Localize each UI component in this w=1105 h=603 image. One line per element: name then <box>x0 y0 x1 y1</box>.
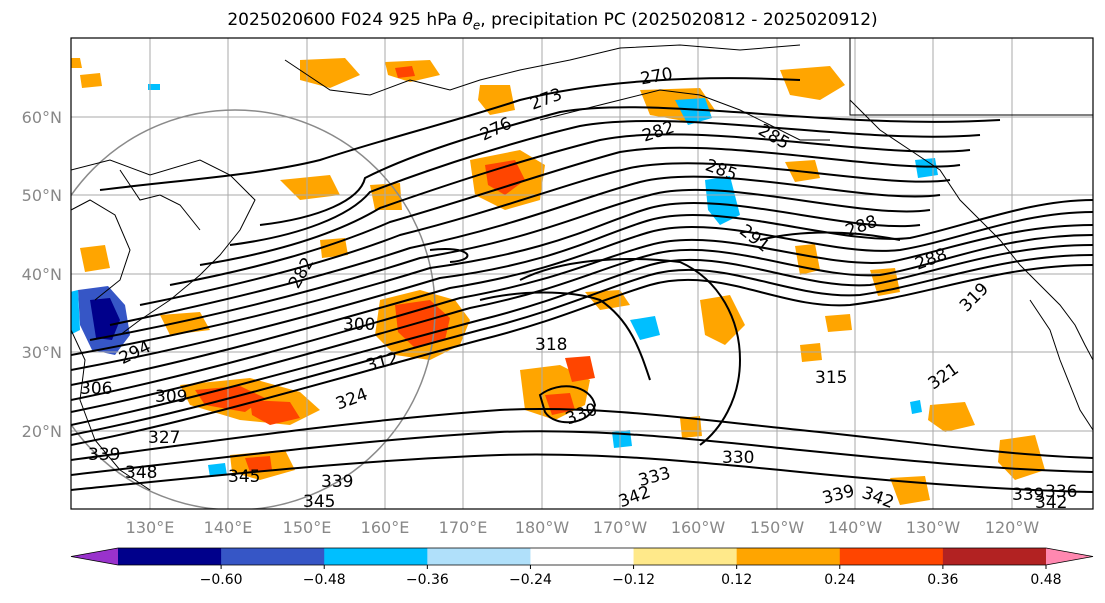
contour-label: 339 <box>1012 485 1044 505</box>
lat-label: 40°N <box>22 265 62 284</box>
colorbar-segment <box>839 548 944 565</box>
lat-label: 60°N <box>22 108 62 127</box>
lon-tick-labels: 130°E 140°E 150°E 160°E 170°E 180°W 170°… <box>126 518 1040 537</box>
lat-label: 50°N <box>22 186 62 205</box>
colorbar-segment <box>427 548 531 565</box>
colorbar-outline <box>70 547 1094 566</box>
graticule <box>71 38 1093 509</box>
contour-label: 348 <box>125 463 157 483</box>
contour-label: 339 <box>88 445 120 465</box>
lat-tick-labels: 20°N 30°N 40°N 50°N 60°N <box>22 108 62 441</box>
contour-label: 300 <box>343 315 375 335</box>
colorbar-tick-label: 0.12 <box>721 572 752 588</box>
colorbar-segment <box>324 548 428 565</box>
colorbar-tick-label: −0.12 <box>612 572 655 588</box>
colorbar-tick-label: 0.36 <box>927 572 958 588</box>
contour-label: 339 <box>321 472 353 492</box>
contour-label: 327 <box>148 428 180 448</box>
colorbar-extend-min <box>71 548 118 565</box>
colorbar-tick-label: −0.24 <box>509 572 552 588</box>
colorbar-extend-max <box>1046 548 1093 565</box>
contour-label: 315 <box>815 368 847 388</box>
colorbar-tick-label: −0.60 <box>200 572 243 588</box>
colorbar-segment <box>221 548 325 565</box>
lon-label: 150°W <box>750 518 805 537</box>
range-circle <box>71 109 436 509</box>
map-plot-area: 270 273 276 282 285 285 288 288 291 282 … <box>71 38 1093 513</box>
precip-shading <box>71 58 1045 505</box>
colorbar-segment <box>633 548 738 565</box>
colorbar-segment <box>118 548 222 565</box>
lon-label: 160°E <box>361 518 410 537</box>
lon-label: 170°W <box>593 518 648 537</box>
contour-label: 336 <box>1045 482 1077 502</box>
contour-label: 330 <box>722 448 754 468</box>
lat-label: 20°N <box>22 422 62 441</box>
colorbar-tick-label: 0.24 <box>824 572 855 588</box>
lon-label: 140°E <box>204 518 253 537</box>
lon-label: 170°E <box>439 518 488 537</box>
lat-label: 30°N <box>22 343 62 362</box>
title-prefix: 2025020600 F024 925 hPa <box>227 10 463 30</box>
lon-label: 130°W <box>906 518 961 537</box>
colorbar: −0.60 −0.48 −0.36 −0.24 −0.12 0.12 0.24 0.36 0.4… <box>70 547 1094 588</box>
colorbar-segment <box>736 548 841 565</box>
map-title: 2025020600 F024 925 hPa θe, precipitatio… <box>0 10 1105 32</box>
colorbar-segment <box>942 548 1047 565</box>
colorbar-tick-label: −0.36 <box>406 572 449 588</box>
contour-label: 345 <box>303 492 335 512</box>
contour-label: 318 <box>535 335 567 355</box>
coastlines <box>71 38 1093 491</box>
contour-label: 306 <box>80 379 112 399</box>
lon-label: 130°E <box>126 518 175 537</box>
colorbar-tick-label: −0.48 <box>303 572 346 588</box>
colorbar-tick-label: 0.48 <box>1030 572 1061 588</box>
theta-e-contours <box>71 77 1093 493</box>
lon-label: 180°W <box>515 518 570 537</box>
lon-label: 120°W <box>985 518 1040 537</box>
lon-label: 160°W <box>671 518 726 537</box>
title-theta: θe <box>462 10 481 33</box>
lon-label: 140°W <box>828 518 883 537</box>
contour-label: 345 <box>228 467 260 487</box>
lon-label: 150°E <box>283 518 332 537</box>
title-suffix: , precipitation PC (2025020812 - 2025020… <box>480 10 878 30</box>
contour-label: 309 <box>155 387 187 407</box>
contour-label: 342 <box>1035 493 1067 513</box>
map-frame <box>70 37 1094 510</box>
colorbar-segment <box>530 548 635 565</box>
